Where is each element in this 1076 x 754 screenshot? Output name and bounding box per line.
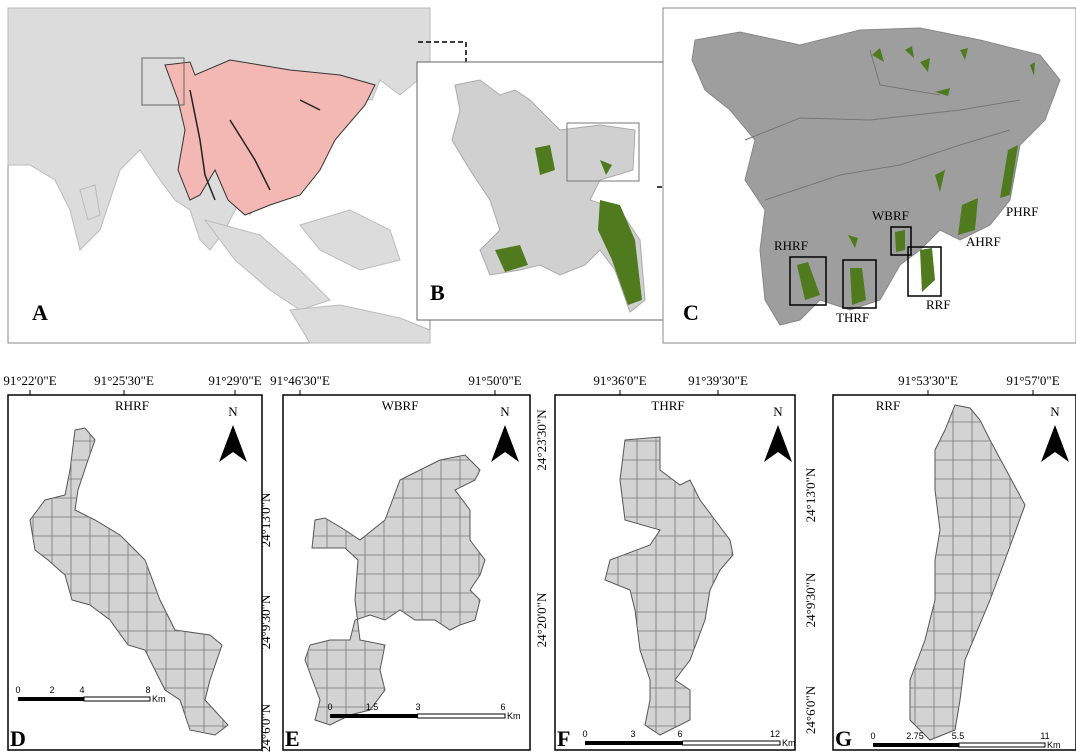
north-label: N — [1050, 404, 1060, 419]
latitude-label: 24°6'0"N — [258, 703, 273, 752]
forest-label: THRF — [836, 310, 869, 325]
latitude-label: 24°20'0"N — [534, 592, 549, 647]
panel-label: C — [683, 300, 699, 325]
inset-panel: RRF N 91°53'30"E 91°57'0"E 24°13'0"N 24°9'30"… — [803, 373, 1076, 751]
scale-label: 2 — [49, 685, 54, 695]
latitude-label: 24°6'0"N — [803, 685, 818, 734]
longitude-label: 91°29'0"E — [208, 373, 261, 388]
scale-label: 12 — [770, 729, 780, 739]
panel-label: D — [10, 726, 26, 751]
latitude-label: 24°13'0"N — [258, 492, 273, 547]
scale-label: 3 — [630, 729, 635, 739]
scale-label: 6 — [500, 702, 505, 712]
scale-unit: Km — [507, 711, 521, 721]
longitude-label: 91°46'30"E — [270, 373, 330, 388]
scale-label: 1.5 — [366, 702, 379, 712]
scale-bar — [585, 741, 683, 745]
longitude-label: 91°36'0"E — [593, 373, 646, 388]
inset-title: RHRF — [115, 398, 149, 413]
longitude-label: 91°39'30"E — [688, 373, 748, 388]
scale-unit: Km — [1047, 740, 1061, 750]
scale-bar — [683, 741, 781, 745]
panel-a: A — [8, 8, 430, 343]
north-label: N — [228, 404, 238, 419]
scale-unit: Km — [782, 738, 796, 748]
panel-label: G — [835, 726, 852, 751]
latitude-label: 24°9'30"N — [258, 594, 273, 649]
longitude-label: 91°50'0"E — [468, 373, 521, 388]
scale-label: 8 — [145, 685, 150, 695]
scale-label: 0 — [15, 685, 20, 695]
forest-label: AHRF — [966, 234, 1001, 249]
latitude-label: 24°9'30"N — [803, 572, 818, 627]
north-label: N — [773, 404, 783, 419]
latitude-label: 24°23'30"N — [534, 409, 549, 471]
forest-label: WBRF — [872, 208, 909, 223]
panel-label: A — [32, 300, 48, 325]
forest-label: RRF — [926, 297, 951, 312]
longitude-label: 91°57'0"E — [1006, 373, 1059, 388]
scale-bar — [959, 743, 1045, 747]
scale-label: 0 — [870, 731, 875, 741]
scale-label: 4 — [79, 685, 84, 695]
inset-panel: WBRF N 91°46'30"E 91°50'0"E 24°23'30"N 24°20'… — [270, 373, 549, 751]
scale-label: 6 — [677, 729, 682, 739]
panel-b: B — [417, 62, 680, 320]
scale-bar — [418, 714, 506, 718]
panel-label: B — [430, 280, 445, 305]
forest-label: RHRF — [774, 238, 808, 253]
scale-label: 0 — [327, 702, 332, 712]
inset-panel: RHRF N 91°22'0"E 91°25'30"E 91°29'0"E 24°13'0… — [3, 373, 273, 752]
longitude-label: 91°25'30"E — [94, 373, 154, 388]
longitude-label: 91°53'30"E — [898, 373, 958, 388]
scale-label: 5.5 — [952, 731, 965, 741]
inset-title: THRF — [651, 398, 684, 413]
panel-label: F — [557, 726, 570, 751]
scale-label: 0 — [582, 729, 587, 739]
panel-label: E — [285, 726, 300, 751]
figure: A B RHRF WBRF AHRF PHRF THRF RRF C RHRF N… — [0, 0, 1076, 754]
inset-title: WBRF — [382, 398, 419, 413]
scale-label: 3 — [415, 702, 420, 712]
page: A B RHRF WBRF AHRF PHRF THRF RRF C RHRF N… — [0, 0, 1076, 754]
scale-bar — [18, 697, 84, 701]
forest-label: PHRF — [1006, 204, 1039, 219]
scale-bar — [873, 743, 959, 747]
inset-title: RRF — [876, 398, 901, 413]
north-label: N — [500, 404, 510, 419]
scale-label: 2.75 — [906, 731, 924, 741]
scale-bar — [84, 697, 150, 701]
scale-bar — [330, 714, 418, 718]
latitude-label: 24°13'0"N — [803, 467, 818, 522]
longitude-label: 91°22'0"E — [3, 373, 56, 388]
scale-unit: Km — [152, 694, 166, 704]
panel-c: RHRF WBRF AHRF PHRF THRF RRF C — [663, 8, 1076, 343]
